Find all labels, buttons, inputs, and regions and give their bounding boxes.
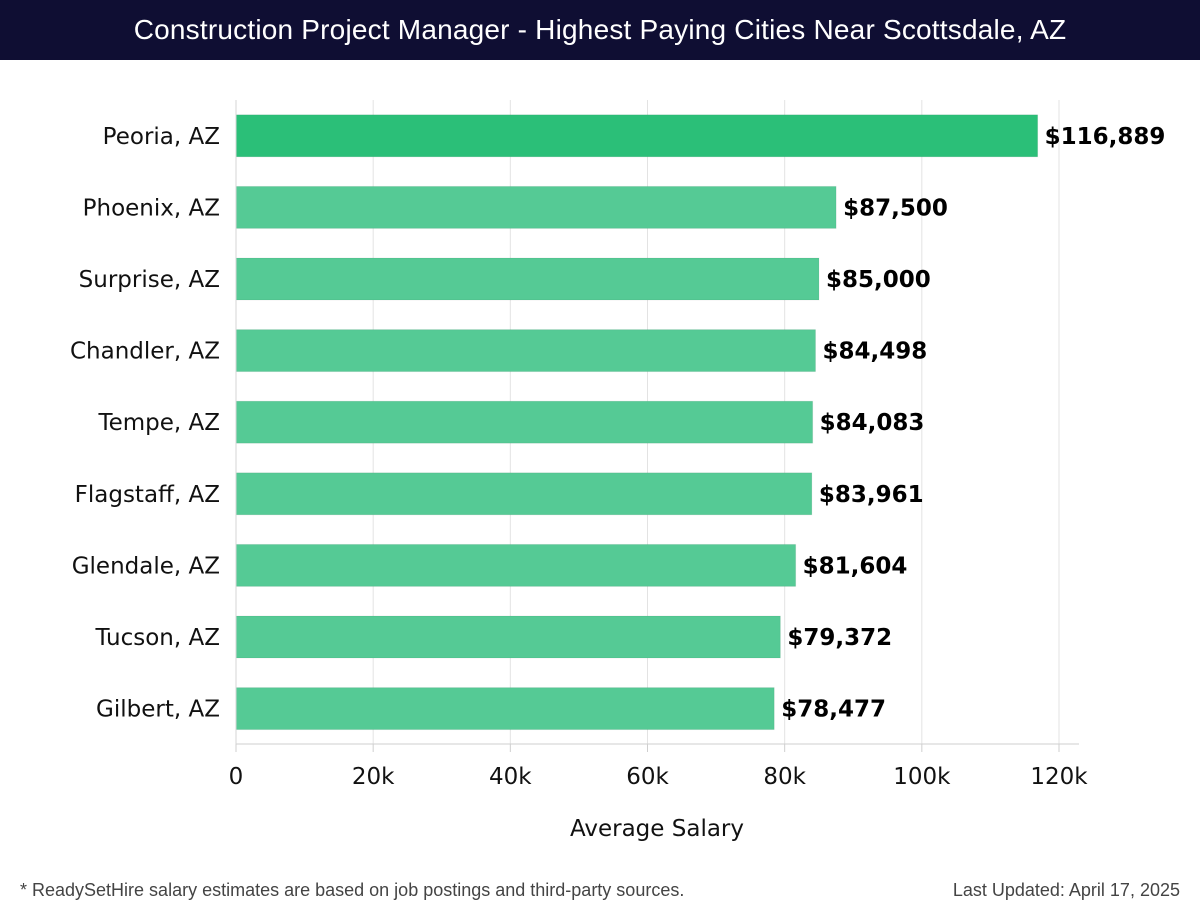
bars (235, 114, 1039, 731)
category-labels: Peoria, AZ Phoenix, AZ Surprise, AZ Chandle… (70, 124, 220, 723)
category-label: Gilbert, AZ (96, 697, 220, 723)
data-label: $78,477 (781, 697, 886, 723)
bar (235, 329, 817, 373)
bar (235, 257, 820, 301)
bar (235, 472, 813, 516)
bar (235, 687, 775, 731)
value-labels: $116,889 $87,500 $85,000 $84,498 $84,083 $83,… (781, 124, 1165, 723)
x-tick-label: 120k (1030, 764, 1088, 790)
x-axis-label: Average Salary (570, 816, 744, 842)
data-label: $83,961 (819, 482, 924, 508)
bar (235, 400, 814, 444)
category-label: Glendale, AZ (72, 553, 220, 579)
category-label: Surprise, AZ (79, 267, 220, 293)
chart-title: Construction Project Manager - Highest P… (0, 0, 1200, 60)
x-tick-label: 100k (893, 764, 951, 790)
data-label: $116,889 (1045, 124, 1166, 150)
x-tick-label: 80k (763, 764, 806, 790)
data-label: $84,498 (823, 339, 928, 365)
category-label: Tucson, AZ (94, 625, 220, 651)
last-updated: Last Updated: April 17, 2025 (952, 880, 1180, 900)
bar (235, 543, 797, 587)
category-label: Phoenix, AZ (83, 195, 220, 221)
category-label: Peoria, AZ (103, 124, 220, 150)
category-label: Tempe, AZ (97, 410, 220, 436)
x-tick-label: 20k (352, 764, 395, 790)
data-label: $79,372 (787, 625, 892, 651)
data-label: $81,604 (803, 553, 908, 579)
data-label: $87,500 (843, 195, 948, 221)
bar (235, 114, 1039, 158)
salary-bar-chart: Peoria, AZ Phoenix, AZ Surprise, AZ Chandle… (70, 100, 1165, 842)
x-axis: 0 20k 40k 60k 80k 100k 120k (229, 100, 1088, 790)
bar (235, 615, 781, 659)
x-tick-label: 0 (229, 764, 244, 790)
data-label: $85,000 (826, 267, 931, 293)
x-tick-label: 40k (489, 764, 532, 790)
bar (235, 185, 837, 229)
x-tick-label: 60k (626, 764, 669, 790)
data-label: $84,083 (820, 410, 925, 436)
category-label: Flagstaff, AZ (75, 482, 220, 508)
category-label: Chandler, AZ (70, 339, 220, 365)
footer-note: * ReadySetHire salary estimates are base… (20, 880, 685, 900)
